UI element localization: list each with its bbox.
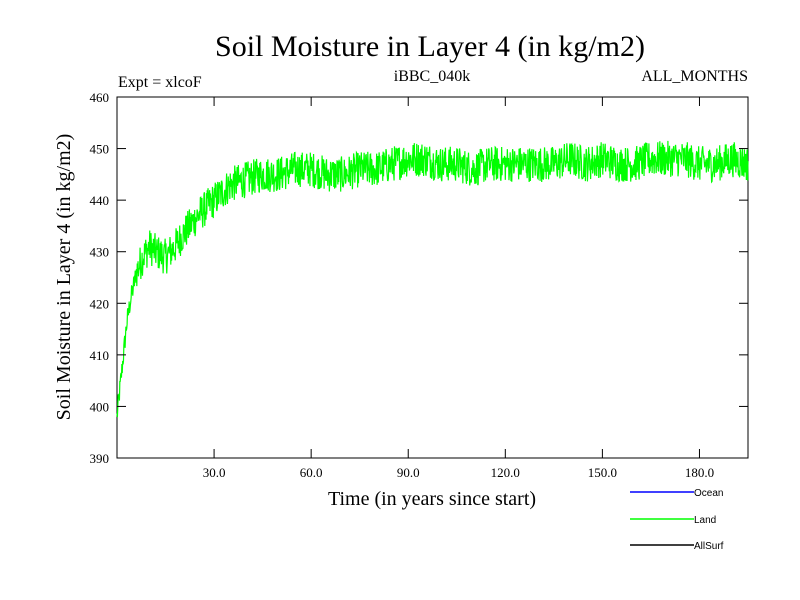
x-tick-label: 60.0 — [300, 465, 323, 480]
y-tick-label: 400 — [90, 399, 110, 414]
x-tick-label: 180.0 — [685, 465, 714, 480]
plot-frame — [116, 96, 749, 459]
y-axis-label: Soil Moisture in Layer 4 (in kg/m2) — [53, 134, 75, 421]
y-tick-label: 460 — [90, 90, 110, 105]
subtitle-right: ALL_MONTHS — [641, 68, 748, 85]
subtitle-center: iBBC_040k — [394, 68, 470, 85]
y-tick-label: 410 — [90, 348, 110, 363]
x-tick-label: 30.0 — [203, 465, 226, 480]
legend-label-ocean: Ocean — [694, 488, 723, 499]
x-tick-label: 150.0 — [588, 465, 617, 480]
chart-title: Soil Moisture in Layer 4 (in kg/m2) — [215, 30, 645, 63]
subtitle-left: Expt = xlcoF — [118, 74, 202, 91]
y-tick-label: 450 — [90, 142, 110, 157]
x-tick-label: 120.0 — [491, 465, 520, 480]
legend-label-allsurf: AllSurf — [694, 541, 724, 552]
y-tick-label: 440 — [90, 193, 110, 208]
series-layer — [116, 140, 749, 418]
tick-layer — [117, 97, 748, 458]
y-tick-label: 390 — [90, 451, 110, 466]
y-tick-label: 430 — [90, 245, 110, 260]
legend: Ocean Land AllSurf — [630, 488, 724, 552]
y-tick-label: 420 — [90, 296, 110, 311]
x-tick-label: 90.0 — [397, 465, 420, 480]
legend-label-land: Land — [694, 515, 716, 526]
tick-label-layer: 30.0 60.0 90.0 120.0 150.0 180.0 390 400 410 420 4… — [90, 90, 715, 480]
series-line-land — [116, 140, 749, 418]
x-axis-label: Time (in years since start) — [328, 488, 536, 510]
